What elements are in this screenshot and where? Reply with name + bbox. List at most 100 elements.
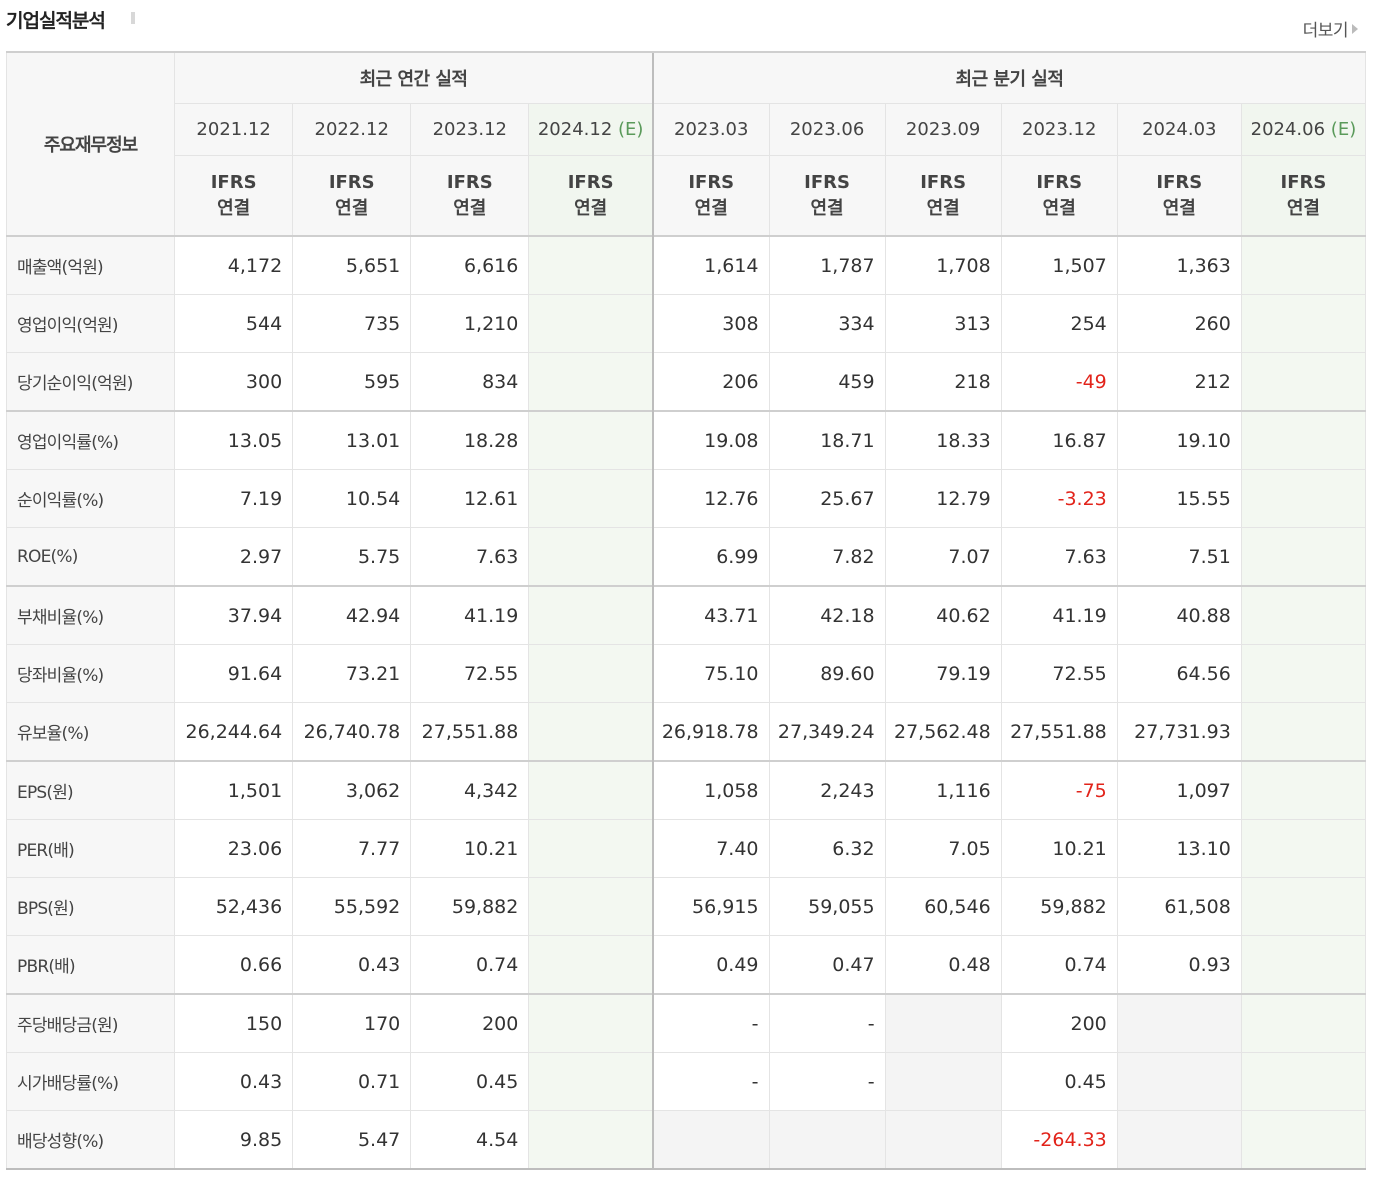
period-header: 2023.09 <box>884 103 1002 156</box>
value-cell: 1,708 <box>884 235 1002 295</box>
period-label: 2023.03 <box>674 119 749 140</box>
row-label: 배당성향(%) <box>5 1110 176 1170</box>
value-cell: 1,507 <box>1000 235 1118 295</box>
value-cell: 1,116 <box>884 760 1002 820</box>
value-cell: 308 <box>651 294 770 353</box>
value-cell <box>1240 1110 1367 1170</box>
value-cell <box>528 877 654 936</box>
value-cell: 41.19 <box>410 585 530 645</box>
table-row: 주당배당금(원) 150 170 200- -200 <box>5 993 1367 1053</box>
value-cell: 15.55 <box>1116 469 1242 528</box>
row-label: 당좌비율(%) <box>5 644 176 703</box>
value-cell: 64.56 <box>1116 644 1242 703</box>
value-cell: 0.93 <box>1116 935 1242 995</box>
value-cell: 59,055 <box>768 877 886 936</box>
value-cell <box>1240 1052 1367 1111</box>
value-cell <box>1116 1110 1242 1170</box>
accounting-standard: IFRS 연결 <box>410 155 530 237</box>
value-cell: 5.75 <box>292 527 412 587</box>
value-cell: 6,616 <box>410 235 530 295</box>
value-cell: 19.10 <box>1116 410 1242 470</box>
value-cell: 40.62 <box>884 585 1002 645</box>
value-cell: 91.64 <box>174 644 294 703</box>
value-cell: 19.08 <box>651 410 770 470</box>
table-row: 매출액(억원) 4,172 5,651 6,616 1,614 1,787 1,708 1,5… <box>5 235 1367 295</box>
value-cell: 260 <box>1116 294 1242 353</box>
period-label: 2021.12 <box>196 119 271 140</box>
period-header: 2021.12 <box>174 103 294 156</box>
standard-line1: IFRS <box>688 171 735 193</box>
value-cell: 212 <box>1116 352 1242 412</box>
value-cell: 0.45 <box>1000 1052 1118 1111</box>
value-cell <box>528 527 654 587</box>
value-cell <box>528 644 654 703</box>
value-cell: 27,551.88 <box>1000 702 1118 762</box>
value-cell: 7.19 <box>174 469 294 528</box>
more-link[interactable]: 더보기 <box>1303 16 1358 41</box>
value-cell: 1,614 <box>651 235 770 295</box>
value-cell: 0.74 <box>1000 935 1118 995</box>
value-cell <box>884 1110 1002 1170</box>
standard-line2: 연결 <box>694 197 728 219</box>
value-cell <box>1240 585 1367 645</box>
table-row: 순이익률(%) 7.19 10.54 12.61 12.76 25.67 12.79 -3.2… <box>5 469 1367 528</box>
value-cell: 1,097 <box>1116 760 1242 820</box>
row-label: BPS(원) <box>5 877 176 936</box>
value-cell: 75.10 <box>651 644 770 703</box>
period-header: 2023.03 <box>651 103 770 156</box>
value-cell <box>1240 935 1367 995</box>
value-cell <box>528 993 654 1053</box>
value-cell: 459 <box>768 352 886 412</box>
row-label: PBR(배) <box>5 935 176 995</box>
value-cell: 41.19 <box>1000 585 1118 645</box>
value-cell <box>528 760 654 820</box>
value-cell <box>1240 877 1367 936</box>
standard-line1: IFRS <box>1036 171 1083 193</box>
row-label: 주당배당금(원) <box>5 993 176 1053</box>
group-annual: 최근 연간 실적 <box>174 51 654 104</box>
value-cell <box>1240 294 1367 353</box>
value-cell: - <box>651 993 770 1053</box>
value-cell: 18.71 <box>768 410 886 470</box>
value-cell <box>651 1110 770 1170</box>
value-cell <box>768 1110 886 1170</box>
value-cell: 1,363 <box>1116 235 1242 295</box>
table-row: ROE(%) 2.97 5.75 7.63 6.99 7.82 7.07 7.63 7.51 <box>5 527 1367 587</box>
value-cell <box>528 935 654 995</box>
row-label: EPS(원) <box>5 760 176 820</box>
period-header: 2023.12 <box>410 103 530 156</box>
value-cell: 27,349.24 <box>768 702 886 762</box>
row-label: ROE(%) <box>5 527 176 587</box>
period-label: 2023.06 <box>789 119 865 140</box>
value-cell <box>884 1052 1002 1111</box>
value-cell: 42.94 <box>292 585 412 645</box>
value-cell <box>528 702 654 762</box>
value-cell: 89.60 <box>768 644 886 703</box>
group-quarterly: 최근 분기 실적 <box>651 51 1366 104</box>
value-cell: 7.82 <box>768 527 886 587</box>
more-label: 더보기 <box>1302 21 1349 41</box>
period-header: 2024.12 (E) <box>528 103 654 156</box>
standard-line2: 연결 <box>1042 197 1076 219</box>
accounting-standard: IFRS 연결 <box>651 155 770 237</box>
period-label: 2022.12 <box>314 119 389 140</box>
period-label: 2023.12 <box>1022 119 1097 140</box>
estimate-badge: (E) <box>1330 119 1357 140</box>
period-header: 2024.06 (E) <box>1240 103 1367 156</box>
row-label: 시가배당률(%) <box>5 1052 176 1111</box>
accounting-standard: IFRS 연결 <box>528 155 654 237</box>
value-cell <box>1240 527 1367 587</box>
value-cell: 735 <box>292 294 412 353</box>
value-cell: 12.79 <box>884 469 1002 528</box>
value-cell: 59,882 <box>1000 877 1118 936</box>
standard-line1: IFRS <box>567 171 614 193</box>
value-cell: 313 <box>884 294 1002 353</box>
value-cell: 7.05 <box>884 819 1002 878</box>
standard-line2: 연결 <box>453 197 487 219</box>
accounting-standard: IFRS 연결 <box>1240 155 1367 237</box>
value-cell: -264.33 <box>1000 1110 1118 1170</box>
table-row: 부채비율(%) 37.94 42.94 41.19 43.71 42.18 40.62 41.… <box>5 585 1367 645</box>
value-cell: 218 <box>884 352 1002 412</box>
value-cell <box>528 819 654 878</box>
value-cell <box>1240 644 1367 703</box>
